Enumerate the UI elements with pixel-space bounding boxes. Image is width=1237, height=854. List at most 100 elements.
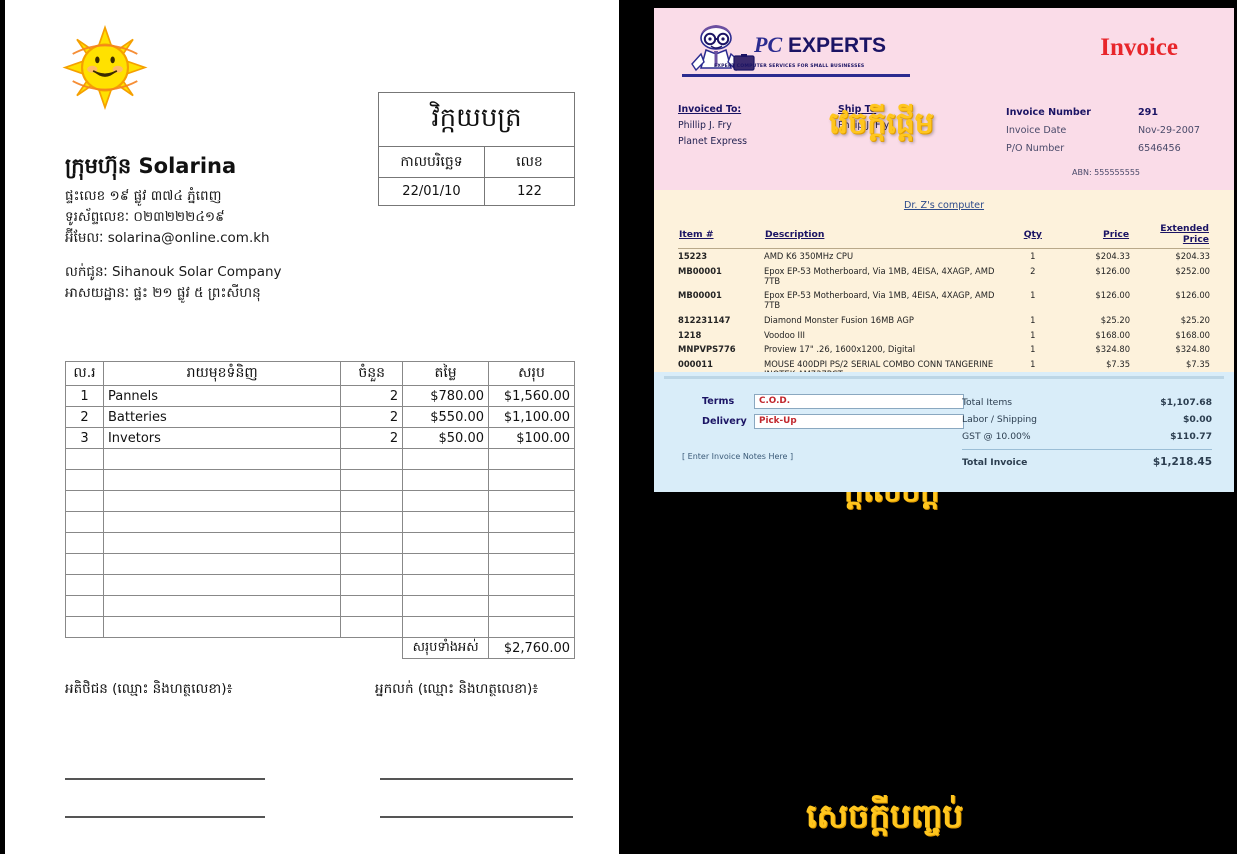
section-title: Dr. Z's computer bbox=[903, 200, 985, 211]
cell-amount: $1,560.00 bbox=[488, 385, 575, 407]
delivery-row: Delivery Pick-Up bbox=[702, 414, 964, 429]
table-row-empty bbox=[65, 469, 575, 491]
po-number-value: 6546456 bbox=[1138, 143, 1181, 154]
total-items-value: $1,107.68 bbox=[1160, 397, 1212, 408]
cell-price: $324.80 bbox=[1095, 344, 1131, 355]
nerd-technician-icon: PC EXPERTS bbox=[691, 25, 886, 72]
gst-row: GST @ 10.00% $110.77 bbox=[962, 428, 1212, 445]
invoice-notes-placeholder[interactable]: [ Enter Invoice Notes Here ] bbox=[682, 452, 794, 461]
cell-desc: Proview 17" .26, 1600x1200, Digital bbox=[763, 344, 916, 355]
cell-empty bbox=[102, 553, 342, 575]
cell-amount: $100.00 bbox=[488, 427, 575, 449]
cell-price: $204.33 bbox=[1095, 251, 1131, 262]
address-line: ផ្ទះលេខ ១៩ ផ្លូវ ៣៧៤ ភ្នំពេញ bbox=[65, 188, 222, 204]
customer-signature-label: អតិថិជន (ឈ្មោះ និងហត្ថលេខា)៖ bbox=[65, 681, 233, 697]
svg-text:EXPERTS: EXPERTS bbox=[788, 34, 886, 57]
table-row: 15223 AMD K6 350MHz CPU 1 $204.33 $204.33 bbox=[678, 249, 1210, 264]
total-items-label: Total Items bbox=[962, 397, 1013, 408]
cell-qty: 1 bbox=[1030, 251, 1036, 262]
total-items-row: Total Items $1,107.68 bbox=[962, 394, 1212, 411]
cell-price: $126.00 bbox=[1095, 265, 1131, 276]
terms-row: Terms C.O.D. bbox=[702, 394, 964, 409]
po-number-row: P/O Number 6546456 bbox=[1006, 140, 1216, 158]
date-value: 22/01/10 bbox=[379, 178, 485, 205]
cell-empty bbox=[102, 511, 342, 533]
invoice-meta-block: Invoice Number 291 Invoice Date Nov-29-2… bbox=[1006, 104, 1216, 158]
cell-empty bbox=[340, 511, 404, 533]
cell-empty bbox=[102, 448, 342, 470]
delivery-input[interactable]: Pick-Up bbox=[754, 414, 964, 429]
cell-empty bbox=[488, 616, 575, 638]
khmer-invoice-document: ក្រុមហ៊ុន Solarina ផ្ទះលេខ ១៩ ផ្លូវ ៣៧៤ … bbox=[5, 0, 619, 854]
smiling-sun-icon bbox=[62, 25, 148, 110]
cell-empty bbox=[402, 448, 490, 470]
col-header-description: Description bbox=[764, 228, 825, 240]
col-header-item: Item # bbox=[679, 228, 714, 240]
brand-tagline: EXPERT COMPUTER SERVICES FOR SMALL BUSIN… bbox=[714, 64, 865, 69]
cell-empty bbox=[65, 616, 104, 638]
table-header-row: ល.រ រាយមុខទំនិញ ចំនួន តម្លៃ សរុប bbox=[65, 361, 575, 386]
cell-empty bbox=[65, 448, 104, 470]
grand-total-value: $1,218.45 bbox=[1152, 456, 1212, 468]
cell-empty bbox=[102, 469, 342, 491]
cell-no: 3 bbox=[65, 427, 104, 449]
cell-ext: $25.20 bbox=[1180, 315, 1210, 326]
invoiced-to-name: Phillip J. Fry bbox=[678, 120, 732, 131]
seller-signature-line-2 bbox=[380, 816, 573, 818]
cell-empty bbox=[488, 532, 575, 554]
seller-signature-line-1 bbox=[380, 778, 573, 780]
khmer-watermark-3: សេចក្តីបញ្ចប់ bbox=[806, 796, 964, 835]
customer-signature-line-2 bbox=[65, 816, 265, 818]
seller-signature-label: អ្នកលក់ (ឈ្មោះ និងហត្ថលេខា)៖ bbox=[375, 681, 539, 697]
pc-experts-invoice-document: PC EXPERTS EXPERT COMPUTER SERVICES FOR … bbox=[654, 8, 1234, 835]
invoiced-to-company: Planet Express bbox=[678, 136, 747, 147]
cell-qty: 1 bbox=[1030, 358, 1036, 369]
cell-desc: Epox EP-53 Motherboard, Via 1MB, 4EISA, … bbox=[763, 265, 995, 286]
cell-desc: Pannels bbox=[102, 385, 342, 407]
cell-empty bbox=[340, 574, 404, 596]
date-header: កាលបរិច្ឆេទ bbox=[379, 147, 485, 177]
table-row-empty bbox=[65, 595, 575, 617]
cell-price: $550.00 bbox=[402, 406, 490, 428]
cell-empty bbox=[65, 553, 104, 575]
totals-divider bbox=[962, 449, 1212, 450]
cell-desc: AMD K6 350MHz CPU bbox=[763, 251, 854, 262]
cell-price: $168.00 bbox=[1095, 329, 1131, 340]
cell-price: $780.00 bbox=[402, 385, 490, 407]
invoiced-to-label: Invoiced To: bbox=[678, 104, 742, 115]
col-header-amount: សរុប bbox=[488, 361, 575, 386]
cell-empty bbox=[340, 616, 404, 638]
cell-item: MB00001 bbox=[678, 265, 722, 276]
cell-empty bbox=[340, 532, 404, 554]
cell-item: 1218 bbox=[678, 329, 702, 340]
col-header-no: ល.រ bbox=[65, 361, 104, 386]
cell-empty bbox=[340, 490, 404, 512]
invoice-number-label: Invoice Number bbox=[1006, 107, 1092, 118]
total-spacer bbox=[341, 638, 403, 659]
po-number-label: P/O Number bbox=[1006, 143, 1065, 154]
cell-price: $50.00 bbox=[402, 427, 490, 449]
cell-ext: $204.33 bbox=[1175, 251, 1210, 262]
col-header-price: តម្លៃ bbox=[402, 361, 490, 386]
ship-to-label: Ship To bbox=[838, 104, 877, 115]
cell-empty bbox=[488, 448, 575, 470]
cell-empty bbox=[402, 469, 490, 491]
cell-empty bbox=[488, 595, 575, 617]
cell-empty bbox=[488, 574, 575, 596]
cell-empty bbox=[65, 511, 104, 533]
terms-input[interactable]: C.O.D. bbox=[754, 394, 964, 409]
cell-qty: 2 bbox=[1030, 265, 1036, 276]
cell-desc: Diamond Monster Fusion 16MB AGP bbox=[763, 315, 914, 326]
cell-item: 000011 bbox=[678, 358, 713, 369]
total-row: សរុបទាំងអស់ $2,760.00 bbox=[66, 637, 575, 659]
table-row-empty bbox=[65, 490, 575, 512]
cell-qty: 2 bbox=[340, 385, 404, 407]
grand-total-label: សរុបទាំងអស់ bbox=[402, 637, 490, 659]
cell-item: MB00001 bbox=[678, 290, 722, 301]
cell-item: MNPVPS776 bbox=[678, 344, 736, 355]
cell-no: 2 bbox=[65, 406, 104, 428]
number-header: លេខ bbox=[516, 153, 543, 170]
invoice-heading: Invoice bbox=[1100, 34, 1178, 61]
table-row: 2 Batteries 2 $550.00 $1,100.00 bbox=[65, 406, 575, 428]
col-header-price: Price bbox=[1102, 228, 1130, 240]
